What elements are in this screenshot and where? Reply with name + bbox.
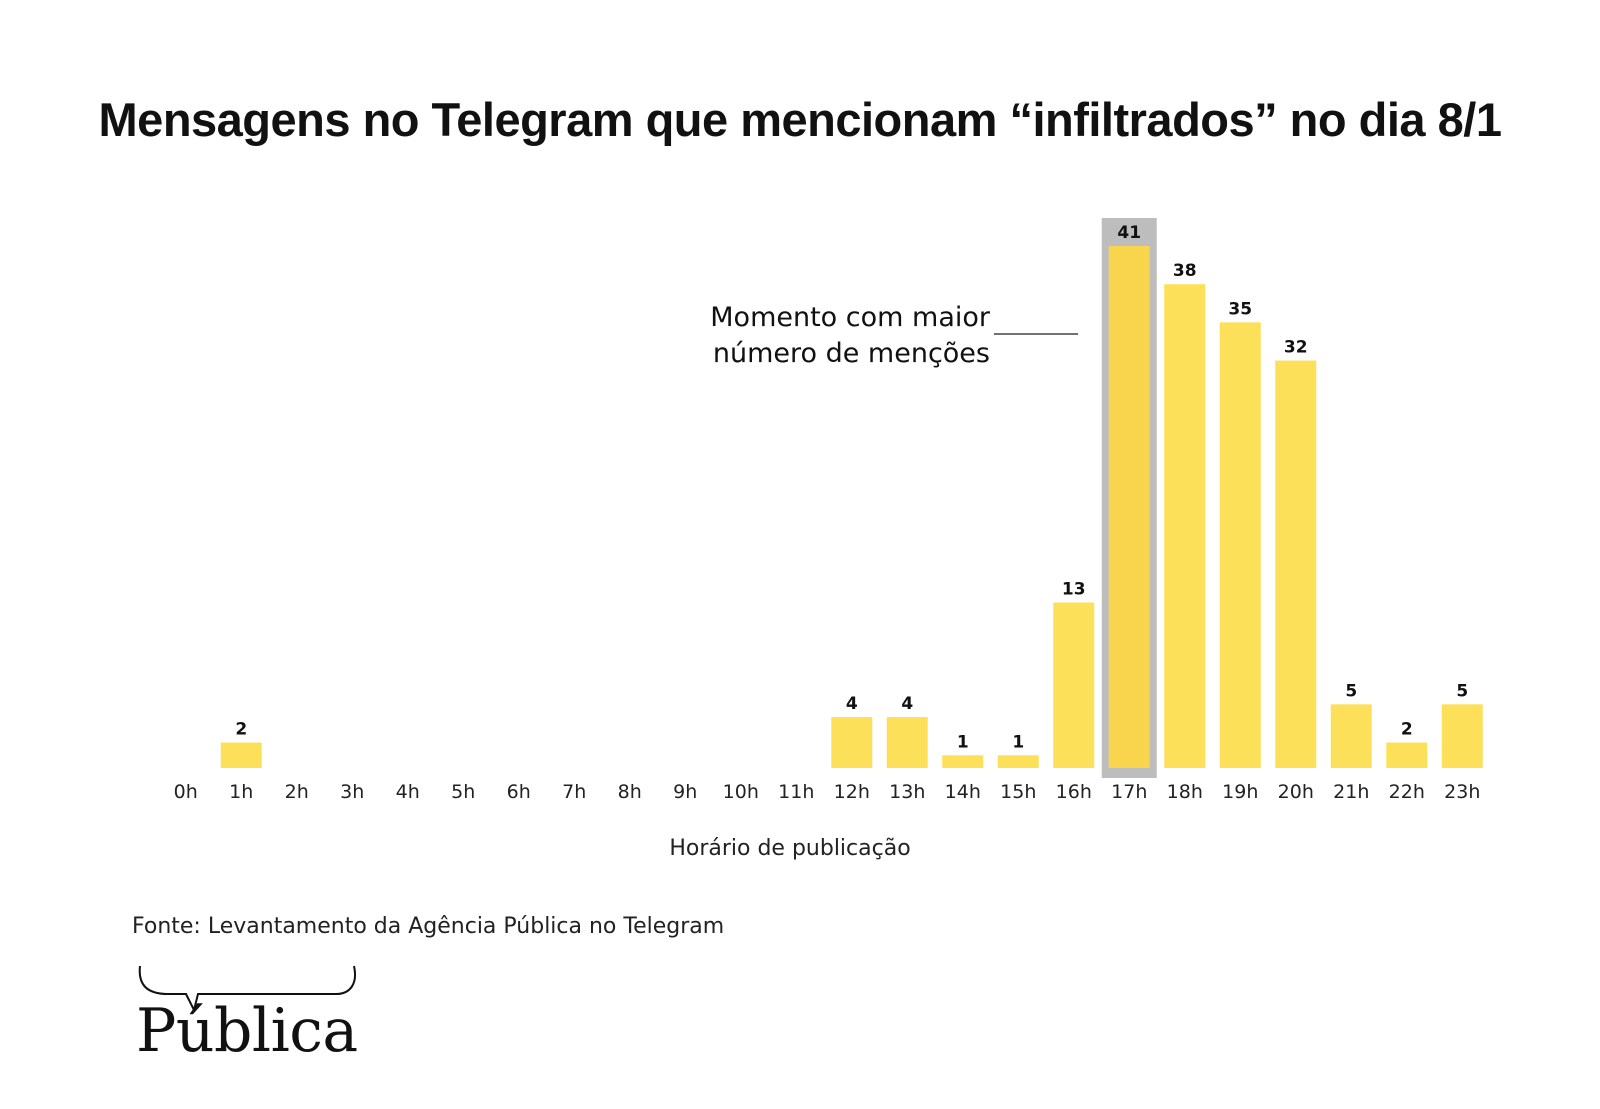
- x-tick-4h: 4h: [396, 781, 420, 803]
- bar-value-18h: 38: [1173, 261, 1197, 281]
- publica-logo: Pública: [132, 960, 372, 1080]
- chart-title: Mensagens no Telegram que mencionam “inf…: [98, 93, 1502, 146]
- bar-21h: [1330, 704, 1372, 768]
- bar-value-12h: 4: [846, 694, 858, 714]
- bars-layer: [220, 246, 1483, 768]
- x-tick-16h: 16h: [1056, 781, 1092, 803]
- bar-13h: [886, 717, 928, 768]
- bar-20h: [1275, 360, 1317, 768]
- annotation-line-1: Momento com maior: [710, 302, 991, 333]
- x-tick-labels-layer: 0h 1h 2h 3h 4h 5h 6h 7h 8h 9h 10h 11h 12h 13h 14h 15h 16…: [174, 781, 1481, 803]
- bar-12h: [831, 717, 873, 768]
- annotation: Momento com maior número de menções: [710, 302, 1078, 369]
- bar-value-16h: 13: [1062, 579, 1086, 599]
- bar-14h: [942, 755, 984, 768]
- x-tick-10h: 10h: [723, 781, 759, 803]
- logo-wordmark: Pública: [136, 996, 358, 1066]
- x-tick-11h: 11h: [778, 781, 814, 803]
- bar-value-20h: 32: [1284, 338, 1308, 358]
- x-tick-3h: 3h: [340, 781, 364, 803]
- bar-18h: [1164, 284, 1206, 768]
- bar-19h: [1219, 322, 1261, 768]
- speech-bubble-icon: [138, 965, 356, 1013]
- bar-value-19h: 35: [1228, 299, 1252, 319]
- bar-value-17h: 41: [1117, 223, 1141, 243]
- x-tick-13h: 13h: [889, 781, 925, 803]
- annotation-line-2: número de menções: [713, 338, 990, 369]
- x-tick-15h: 15h: [1000, 781, 1036, 803]
- x-tick-22h: 22h: [1389, 781, 1425, 803]
- x-tick-18h: 18h: [1167, 781, 1203, 803]
- x-tick-7h: 7h: [562, 781, 586, 803]
- x-tick-9h: 9h: [673, 781, 697, 803]
- bar-value-23h: 5: [1456, 681, 1468, 701]
- bar-22h: [1386, 742, 1428, 768]
- bar-1h: [220, 742, 262, 768]
- bar-value-15h: 1: [1012, 732, 1024, 752]
- x-tick-6h: 6h: [507, 781, 531, 803]
- bar-15h: [997, 755, 1039, 768]
- x-tick-23h: 23h: [1444, 781, 1480, 803]
- x-tick-14h: 14h: [945, 781, 981, 803]
- bar-16h: [1053, 602, 1095, 768]
- x-tick-12h: 12h: [834, 781, 870, 803]
- x-tick-20h: 20h: [1278, 781, 1314, 803]
- x-tick-1h: 1h: [229, 781, 253, 803]
- x-tick-8h: 8h: [618, 781, 642, 803]
- x-tick-19h: 19h: [1222, 781, 1258, 803]
- bar-value-21h: 5: [1345, 681, 1357, 701]
- x-tick-21h: 21h: [1333, 781, 1369, 803]
- x-tick-2h: 2h: [285, 781, 309, 803]
- source-note: Fonte: Levantamento da Agência Pública n…: [132, 914, 725, 939]
- bar-value-22h: 2: [1401, 720, 1413, 740]
- x-tick-0h: 0h: [174, 781, 198, 803]
- x-axis-label: Horário de publicação: [669, 836, 911, 861]
- bar-value-14h: 1: [957, 732, 969, 752]
- bar-17h: [1108, 246, 1150, 768]
- bar-value-1h: 2: [235, 720, 247, 740]
- x-tick-17h: 17h: [1111, 781, 1147, 803]
- bar-23h: [1441, 704, 1483, 768]
- bar-value-13h: 4: [901, 694, 913, 714]
- x-tick-5h: 5h: [451, 781, 475, 803]
